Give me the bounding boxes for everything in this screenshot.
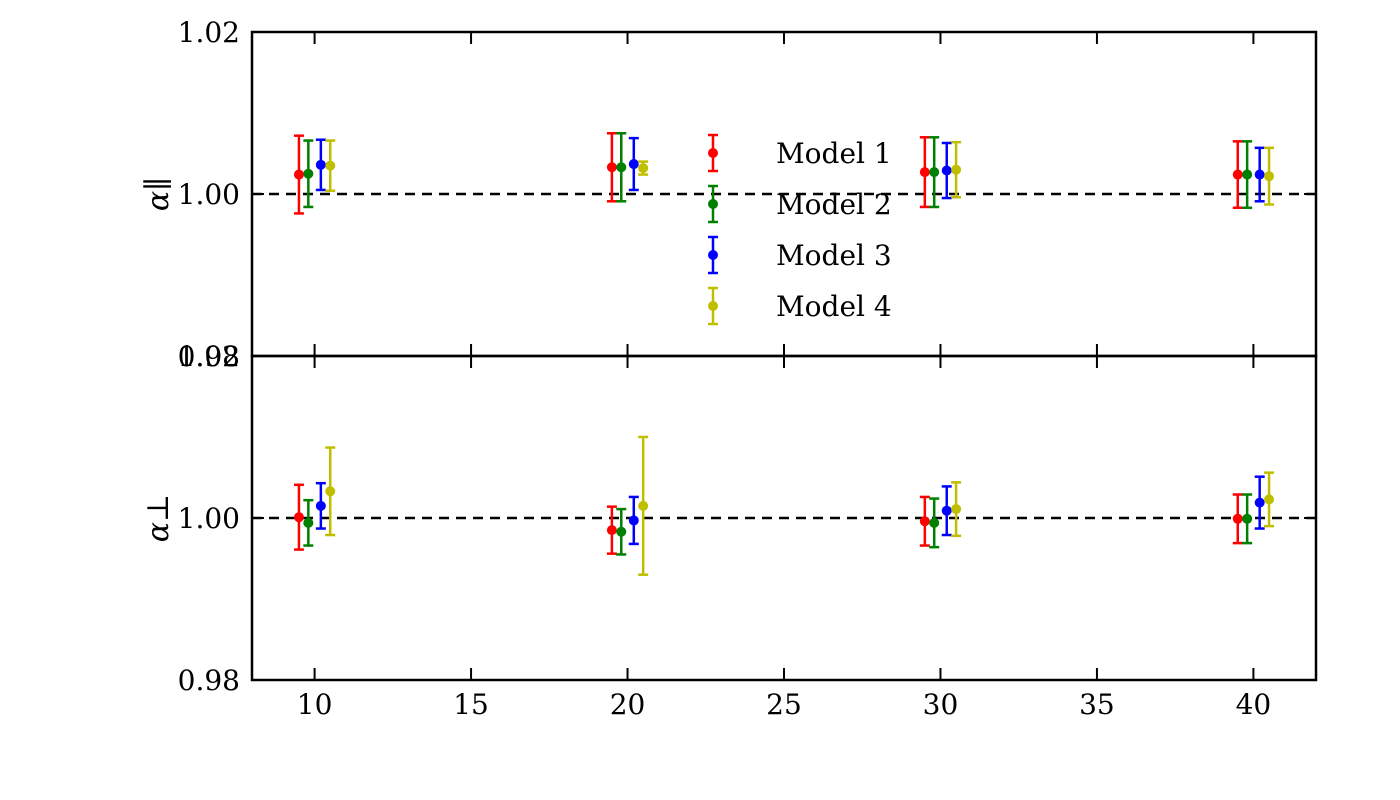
bottom-model-2-point — [1242, 513, 1253, 524]
bottom-xtick-label: 10 — [297, 688, 333, 721]
bottom-model-2-point — [303, 517, 314, 528]
bottom-model-4-point — [325, 486, 336, 497]
bottom-xtick-label: 25 — [766, 688, 802, 721]
bottom-ytick-label: 1.00 — [178, 502, 240, 535]
top-model-1-point — [606, 162, 617, 173]
top-model-4-point — [951, 164, 962, 175]
bottom-ytick-label: 1.02 — [178, 340, 240, 373]
legend-marker — [708, 250, 718, 260]
top-model-3-point — [941, 165, 952, 176]
top-model-2-point — [616, 162, 627, 173]
top-ytick-label: 1.02 — [178, 16, 240, 49]
bottom-xtick-label: 20 — [610, 688, 646, 721]
bottom-model-3-point — [628, 515, 639, 526]
bottom-model-2-point — [929, 517, 940, 528]
top-model-3-point — [628, 159, 639, 170]
top-model-2-point — [929, 167, 940, 178]
bottom-model-4-point — [1264, 494, 1275, 505]
top-ytick-label: 0.98 — [178, 340, 240, 373]
legend-label: Model 2 — [776, 188, 892, 221]
top-ylabel: α∥ — [141, 177, 176, 211]
legend-marker — [708, 148, 718, 158]
bottom-model-2-point — [616, 526, 627, 537]
bottom-model-1-point — [919, 516, 930, 527]
bottom-ylabel: α⊥ — [141, 494, 176, 542]
bottom-model-1-point — [293, 512, 304, 523]
legend-label: Model 4 — [776, 290, 892, 323]
top-ytick-label: 1.00 — [178, 178, 240, 211]
bottom-xtick-label: 15 — [453, 688, 489, 721]
top-model-3-point — [315, 159, 326, 170]
bottom-ytick-label: 0.98 — [178, 664, 240, 697]
legend-label: Model 1 — [776, 137, 892, 170]
bottom-xtick-label: 35 — [1079, 688, 1115, 721]
top-model-1-point — [919, 167, 930, 178]
bottom-model-1-point — [606, 525, 617, 536]
top-model-3-point — [1254, 169, 1265, 180]
top-model-4-point — [325, 160, 336, 171]
bottom-model-1-point — [1232, 513, 1243, 524]
top-model-4-point — [638, 163, 649, 174]
top-model-2-point — [303, 168, 314, 179]
bottom-xtick-label: 40 — [1236, 688, 1272, 721]
legend-marker — [708, 199, 718, 209]
top-model-2-point — [1242, 169, 1253, 180]
top-model-1-point — [293, 169, 304, 180]
legend-label: Model 3 — [776, 239, 892, 272]
bottom-model-3-point — [941, 505, 952, 516]
top-model-1-point — [1232, 169, 1243, 180]
legend-marker — [708, 301, 718, 311]
bottom-model-4-point — [951, 504, 962, 515]
bottom-xtick-label: 30 — [923, 688, 959, 721]
top-model-4-point — [1264, 171, 1275, 182]
bottom-model-4-point — [638, 500, 649, 511]
bottom-model-3-point — [1254, 497, 1265, 508]
bottom-model-3-point — [315, 500, 326, 511]
